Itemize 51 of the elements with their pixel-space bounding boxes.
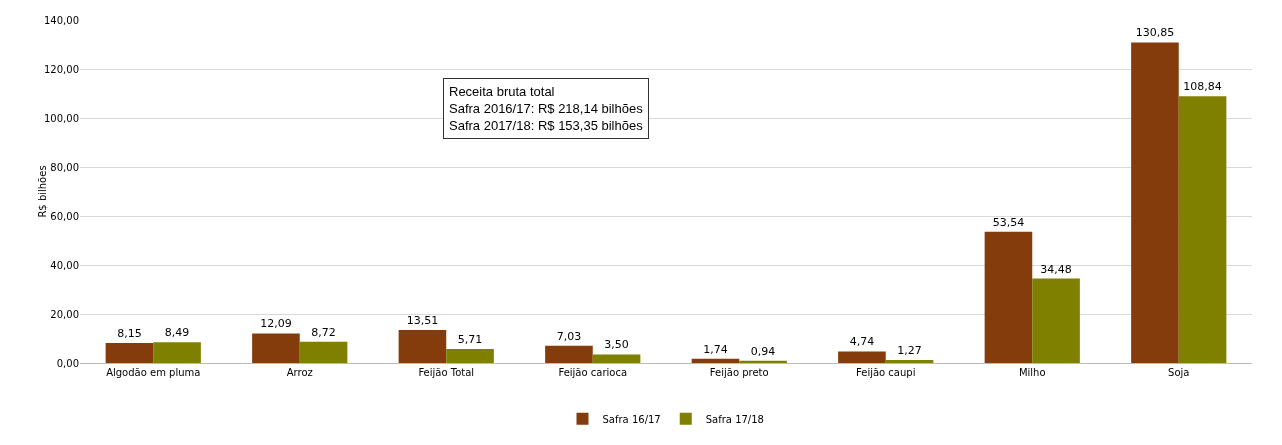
bar: [299, 341, 348, 363]
x-tick-label: Soja: [1168, 367, 1190, 378]
x-tick-label: Milho: [1018, 367, 1046, 378]
data-label: 3,50: [604, 338, 629, 352]
y-tick-label: 40,00: [50, 259, 79, 271]
data-label: 8,15: [117, 327, 142, 341]
bar: [252, 333, 300, 363]
x-tick-label: Feijão preto: [709, 367, 769, 378]
bar: [545, 345, 593, 363]
bar: [105, 343, 154, 363]
data-label: 13,51: [406, 313, 439, 327]
data-label: 8,49: [164, 326, 190, 340]
y-tick-label: 20,00: [50, 308, 79, 320]
data-label: 7,03: [556, 329, 582, 343]
y-tick-label: 140,00: [44, 14, 79, 26]
data-label: 4,74: [849, 335, 875, 349]
data-label: 130,85: [1135, 26, 1175, 40]
bar: [984, 231, 1033, 363]
bar: [398, 329, 447, 363]
bar: [1131, 42, 1179, 363]
x-tick-label: Arroz: [286, 367, 313, 378]
bar: [592, 354, 641, 363]
bar: [885, 359, 934, 363]
bar: [838, 351, 886, 363]
x-tick-label: Feijão caupi: [856, 367, 916, 378]
bar: [691, 358, 740, 363]
y-tick-label: 80,00: [50, 161, 79, 173]
x-tick-label: Algodão em pluma: [106, 367, 201, 378]
y-tick-label: 120,00: [44, 63, 79, 75]
bar: [1032, 278, 1080, 363]
data-label: 8,72: [311, 325, 336, 339]
y-axis-title: R$ bilhões: [37, 165, 49, 218]
data-label: 108,84: [1183, 80, 1222, 94]
data-label: 5,71: [457, 333, 483, 347]
data-label: 12,09: [260, 317, 292, 331]
bar: [446, 349, 494, 363]
data-label: 1,74: [703, 342, 728, 356]
data-label: 53,54: [992, 215, 1025, 229]
y-tick-label: 60,00: [50, 210, 79, 222]
y-tick-label: 0,00: [56, 357, 79, 369]
annotation: Receita bruta total Safra 2016/17: R$ 218,14 bilhões Safra 2017/18: R$ 153,35 bilhões: [449, 84, 644, 133]
bar: [153, 342, 201, 363]
y-tick-label: 100,00: [44, 112, 79, 124]
data-label: 34,48: [1040, 262, 1072, 276]
legend-label: Safra 17/18: [705, 413, 764, 425]
x-tick-label: Feijão carioca: [558, 367, 628, 378]
data-label: 1,27: [897, 343, 922, 357]
data-label: 0,94: [750, 344, 776, 358]
bar: [1178, 96, 1227, 363]
legend-label: Safra 16/17: [602, 413, 661, 425]
x-tick-label: Feijão Total: [418, 367, 475, 378]
